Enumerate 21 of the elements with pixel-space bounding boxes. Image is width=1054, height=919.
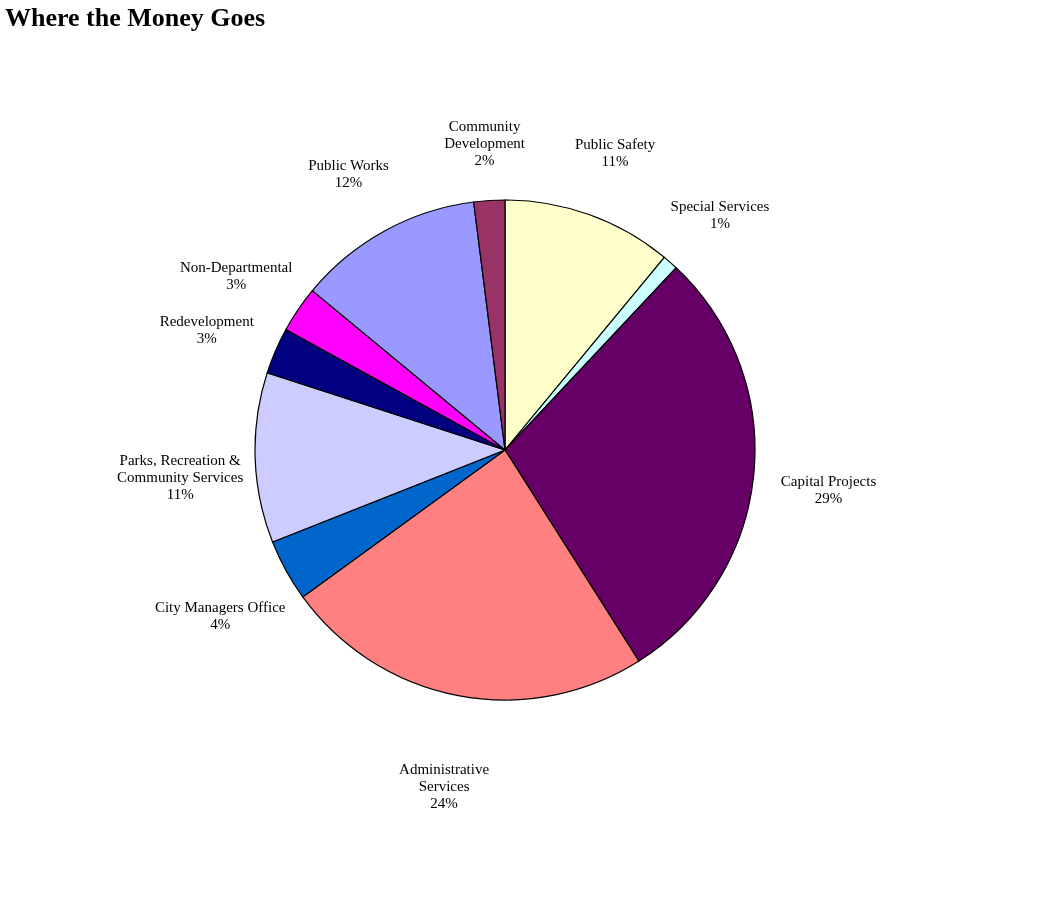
data-label: 2%	[474, 151, 495, 168]
slice-label: Public Safety	[574, 136, 656, 153]
data-label: 24%	[430, 795, 458, 812]
slice-label: Capital Projects	[780, 472, 877, 489]
data-label: 11%	[166, 486, 194, 503]
slice-label: Parks, Recreation & Community Services	[117, 452, 244, 486]
slice-label: Special Services	[670, 198, 770, 215]
slice-label: Non-Departmental	[179, 259, 293, 276]
data-label: 3%	[226, 276, 247, 293]
slice-label: Public Works	[308, 157, 389, 174]
slice-label: Administrative Services	[399, 761, 490, 795]
slice-label: City Managers Office	[154, 598, 286, 615]
data-label: 3%	[196, 329, 217, 346]
data-label: 11%	[601, 153, 629, 170]
slice-label: Community Development	[444, 117, 526, 151]
data-label: 4%	[210, 615, 231, 632]
data-label: 12%	[334, 174, 363, 191]
chart-title: Where the Money Goes	[5, 3, 266, 32]
data-label: 29%	[814, 489, 843, 506]
data-label: 1%	[709, 215, 730, 232]
slice-label: Redevelopment	[159, 312, 255, 329]
